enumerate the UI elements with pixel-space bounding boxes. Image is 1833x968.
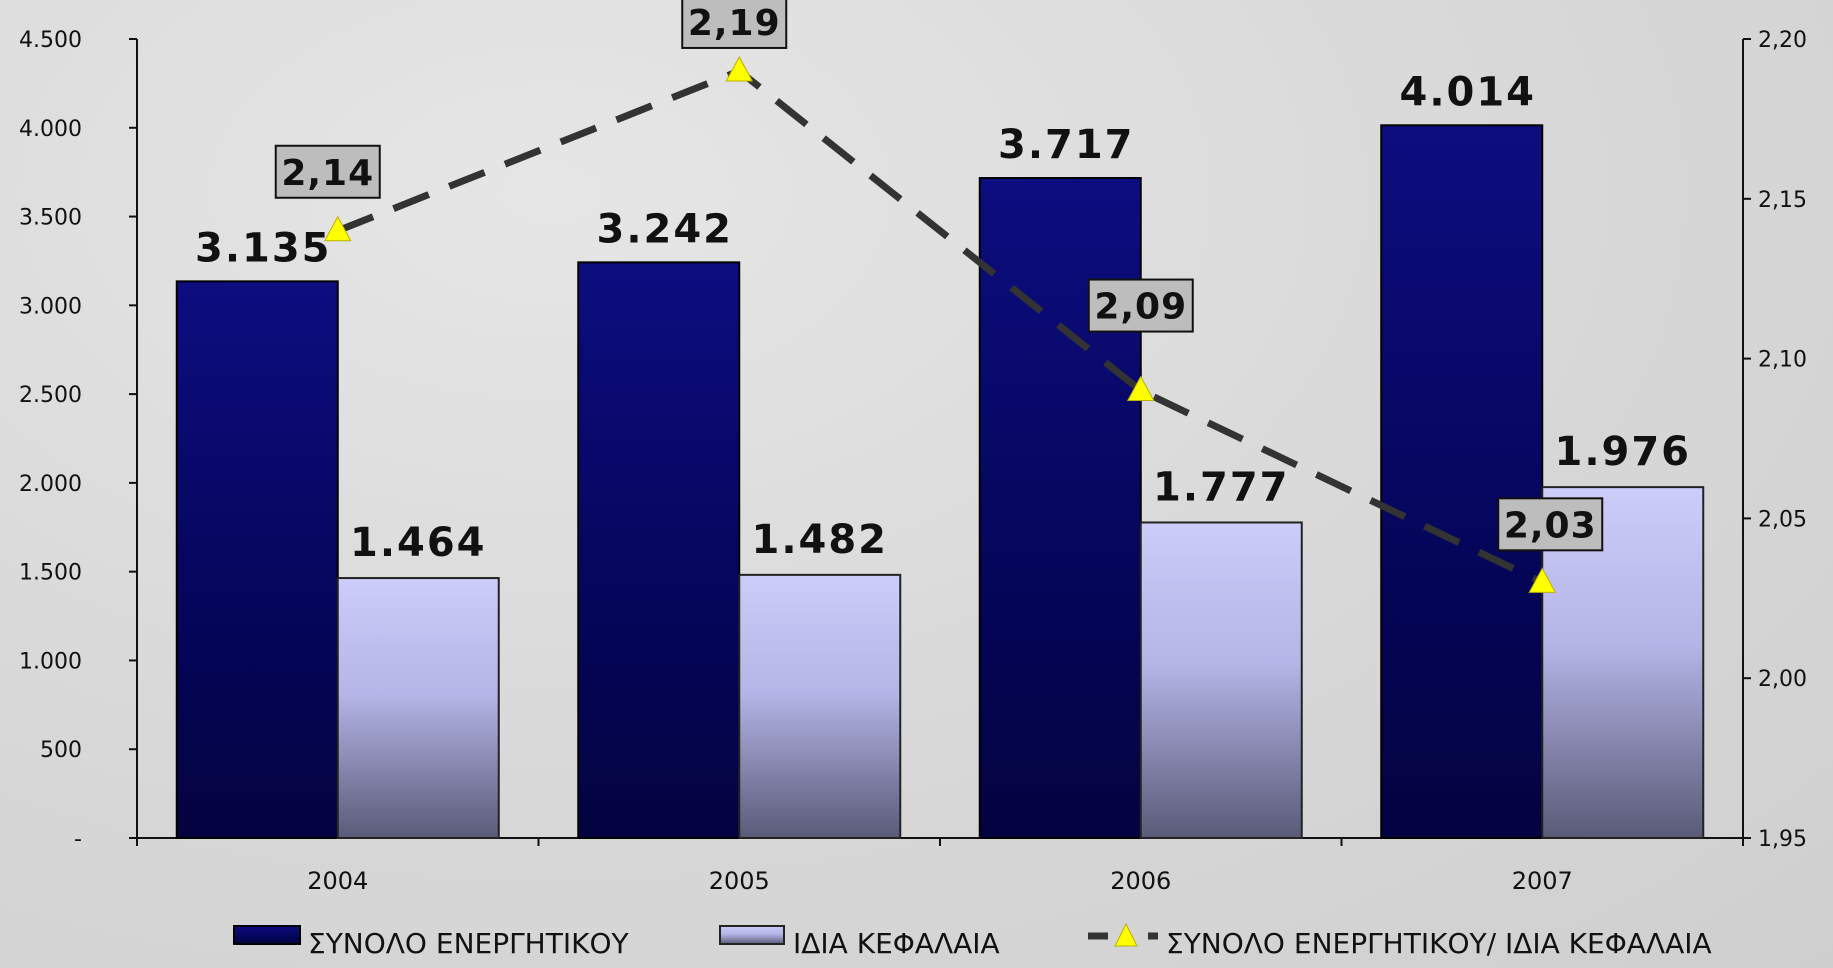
ratio-label-box (1497, 497, 1604, 552)
legend-swatch-equity (719, 925, 785, 945)
ratio-line (323, 55, 1557, 593)
y-right-tick-label: 2,10 (1758, 348, 1807, 373)
ratio-line-path (336, 66, 1544, 586)
y-left-tick-label: 3.500 (19, 206, 82, 231)
x-tick-label: 2007 (1512, 867, 1573, 895)
bar-label-total-assets: 3.242 (596, 206, 733, 252)
ratio-label: 2,03 (1504, 505, 1597, 546)
ratio-label-box (681, 0, 788, 49)
y-left-tick-label: 500 (40, 738, 82, 763)
y-right-tick-label: 1,95 (1758, 827, 1807, 852)
bar-label-equity: 1.482 (751, 517, 888, 563)
ratio-label: 2,19 (688, 3, 781, 44)
y-right-tick-label: 2,05 (1758, 507, 1807, 532)
bar-label-equity: 1.777 (1153, 464, 1290, 510)
ratio-marker-triangle (323, 215, 352, 242)
ratio-label-box (274, 144, 381, 199)
bar-equity (738, 573, 902, 839)
bar-total-assets (1380, 124, 1544, 840)
y-left-tick-label: 1.500 (19, 561, 82, 586)
x-tick-label: 2006 (1110, 867, 1171, 895)
bar-label-total-assets: 3.717 (998, 122, 1135, 168)
bar-label-total-assets: 4.014 (1399, 69, 1536, 115)
legend-label-equity: ΙΔΙΑ ΚΕΦΑΛΑΙΑ (793, 927, 1000, 960)
legend-label-total-assets: ΣΥΝΟΛΟ ΕΝΕΡΓΗΤΙΚΟΥ (308, 927, 630, 960)
y-right-tick-label: 2,20 (1758, 28, 1807, 53)
ratio-marker-triangle (1126, 375, 1155, 402)
bar-equity (336, 577, 500, 839)
ratio-label: 2,14 (281, 153, 374, 194)
y-left-tick-label: 4.500 (19, 28, 82, 53)
ratio-label: 2,09 (1094, 287, 1187, 328)
data-labels: 3.135 1.464 3.242 1.482 3.717 1.777 4.014 1.976… (195, 0, 1691, 566)
bar-equity (1139, 521, 1303, 839)
ratio-marker-triangle (725, 55, 754, 82)
y-left-tick-label: 4.000 (19, 117, 82, 142)
x-tick-label: 2004 (307, 867, 368, 895)
bar-total-assets (577, 261, 741, 840)
bar-label-equity: 1.464 (350, 520, 487, 566)
bar-total-assets (175, 280, 339, 839)
ratio-marker-triangle (1528, 567, 1557, 593)
x-tick-label: 2005 (709, 867, 770, 895)
bars (175, 124, 1705, 840)
bar-label-equity: 1.976 (1554, 429, 1691, 475)
ratio-label-box (1087, 278, 1194, 333)
y-left-tick-label: - (74, 827, 82, 852)
y-left-tick-label: 2.500 (19, 383, 82, 408)
y-left-tick-label: 2.000 (19, 472, 82, 497)
y-left-tick-label: 3.000 (19, 294, 82, 319)
y-right-tick-label: 2,15 (1758, 188, 1807, 213)
legend-label-ratio: ΣΥΝΟΛΟ ΕΝΕΡΓΗΤΙΚΟΥ/ ΙΔΙΑ ΚΕΦΑΛΑΙΑ (1166, 927, 1712, 960)
legend: ΣΥΝΟΛΟ ΕΝΕΡΓΗΤΙΚΟΥ ΙΔΙΑ ΚΕΦΑΛΑΙΑ ΣΥΝΟΛΟ ΕΝ… (233, 922, 1712, 960)
y-right-tick-label: 2,00 (1758, 667, 1807, 692)
legend-swatch-total-assets (233, 925, 301, 945)
y-left-tick-label: 1.000 (19, 649, 82, 674)
bar-total-assets (978, 177, 1142, 839)
legend-marker-ratio (1114, 922, 1138, 947)
bar-label-total-assets: 3.135 (195, 225, 332, 271)
